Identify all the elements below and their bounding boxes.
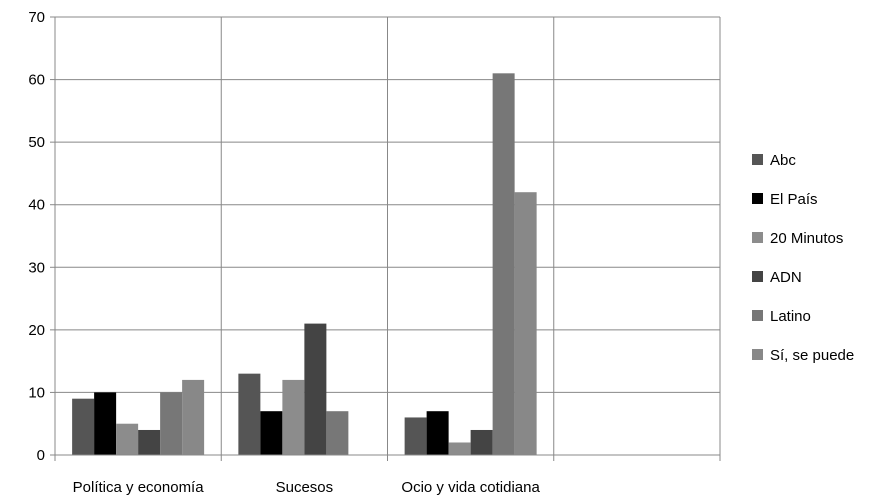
bar (514, 192, 537, 455)
bar (282, 379, 305, 455)
legend-label: El País (770, 191, 818, 208)
y-tick-label: 10 (28, 384, 45, 401)
legend-swatch (752, 271, 763, 282)
bar (260, 411, 283, 455)
x-tick-label: Sucesos (276, 479, 334, 496)
y-tick-label: 0 (37, 447, 45, 464)
bar-layer (72, 73, 537, 456)
bar (94, 392, 117, 455)
bar (72, 398, 95, 455)
y-tick-label: 20 (28, 322, 45, 339)
legend-label: Sí, se puede (770, 347, 854, 364)
bar (326, 411, 349, 455)
bar (492, 73, 515, 456)
legend-label: 20 Minutos (770, 230, 843, 247)
legend-swatch (752, 310, 763, 321)
legend-label: ADN (770, 269, 802, 286)
bar (304, 323, 327, 455)
bar (160, 392, 183, 455)
y-tick-label: 50 (28, 134, 45, 151)
bar (182, 379, 205, 455)
y-tick-label: 30 (28, 259, 45, 276)
y-tick-label: 40 (28, 197, 45, 214)
y-tick-label: 70 (28, 9, 45, 26)
bar (448, 442, 471, 455)
bar (426, 411, 449, 455)
bar (116, 423, 139, 455)
grid-layer (54, 16, 721, 456)
bar (238, 373, 261, 455)
legend-swatch (752, 193, 763, 204)
legend-swatch (752, 154, 763, 165)
axis-layer: 0 10 20 30 40 50 60 70 Política y economía Suceso… (28, 9, 721, 496)
bar (404, 417, 427, 455)
x-tick-label: Política y economía (73, 479, 205, 496)
bar (138, 429, 161, 455)
legend-label: Latino (770, 308, 811, 325)
x-tick-label: Ocio y vida cotidiana (401, 479, 540, 496)
legend: Abc El País 20 Minutos ADN Latino Sí, se pued… (752, 152, 854, 364)
legend-swatch (752, 349, 763, 360)
bar (470, 429, 493, 455)
legend-swatch (752, 232, 763, 243)
y-tick-label: 60 (28, 72, 45, 89)
legend-label: Abc (770, 152, 796, 169)
